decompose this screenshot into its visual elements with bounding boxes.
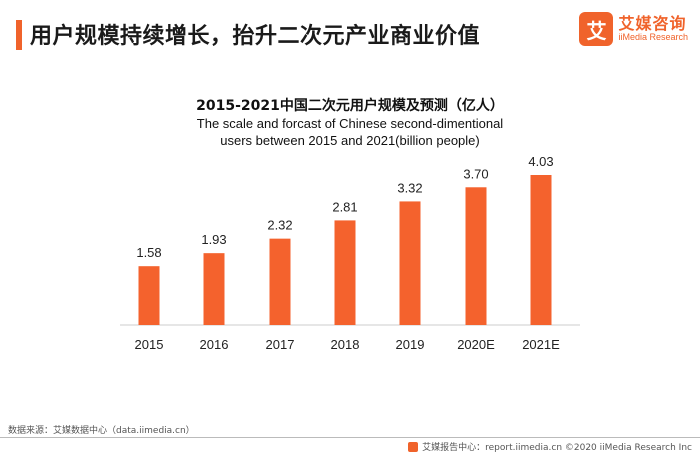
data-label-2017: 2.32 (267, 218, 292, 233)
bar-2015 (138, 266, 160, 325)
chart-subtitle-line-1: The scale and forcast of Chinese second-… (197, 116, 504, 131)
bar-2017 (269, 238, 291, 325)
logo-text: 艾媒咨询 iiMedia Research (618, 15, 688, 42)
bar-2016 (203, 253, 225, 325)
brand-logo: 艾 艾媒咨询 iiMedia Research (579, 12, 688, 46)
x-tick-label-2018: 2018 (331, 337, 360, 352)
x-tick-label-2016: 2016 (200, 337, 229, 352)
page-title: 用户规模持续增长，抬升二次元产业商业价值 (30, 24, 481, 49)
x-tick-label-2015: 2015 (135, 337, 164, 352)
data-label-2016: 1.93 (201, 232, 226, 247)
bar-2021E (530, 175, 552, 325)
bars-group: 1.58 2015 1.93 2016 2.32 2017 2.81 2018 3.32 2019… (135, 154, 561, 352)
data-label-2019: 3.32 (397, 180, 422, 195)
data-label-2018: 2.81 (332, 199, 357, 214)
x-tick-label-2017: 2017 (266, 337, 295, 352)
chart-title: 2015-2021中国二次元用户规模及预测（亿人） (196, 97, 504, 114)
bar-2019 (399, 201, 421, 325)
data-label-2020E: 3.70 (463, 166, 488, 181)
data-label-2015: 1.58 (136, 245, 161, 260)
iimedia-small-icon (408, 441, 419, 452)
bar-2018 (334, 220, 356, 325)
x-tick-label-2021E: 2021E (522, 337, 560, 352)
copyright: 艾媒报告中心：report.iimedia.cn ©2020 iiMedia R… (408, 440, 692, 453)
data-source: 数据来源：艾媒数据中心（data.iimedia.cn） (8, 426, 195, 436)
iimedia-logo-icon: 艾 (579, 12, 614, 46)
x-tick-label-2019: 2019 (396, 337, 425, 352)
x-tick-label-2020E: 2020E (457, 337, 495, 352)
data-label-2021E: 4.03 (528, 154, 553, 169)
footer-divider (0, 437, 700, 438)
logo-name-en: iiMedia Research (618, 31, 688, 42)
bar-2020E (465, 187, 487, 325)
logo-name-cn: 艾媒咨询 (618, 14, 687, 34)
copyright-text: 艾媒报告中心：report.iimedia.cn ©2020 iiMedia R… (422, 443, 692, 453)
chart-subtitle-line-2: users between 2015 and 2021(billion peop… (220, 133, 479, 148)
title-accent-bar (16, 20, 22, 50)
